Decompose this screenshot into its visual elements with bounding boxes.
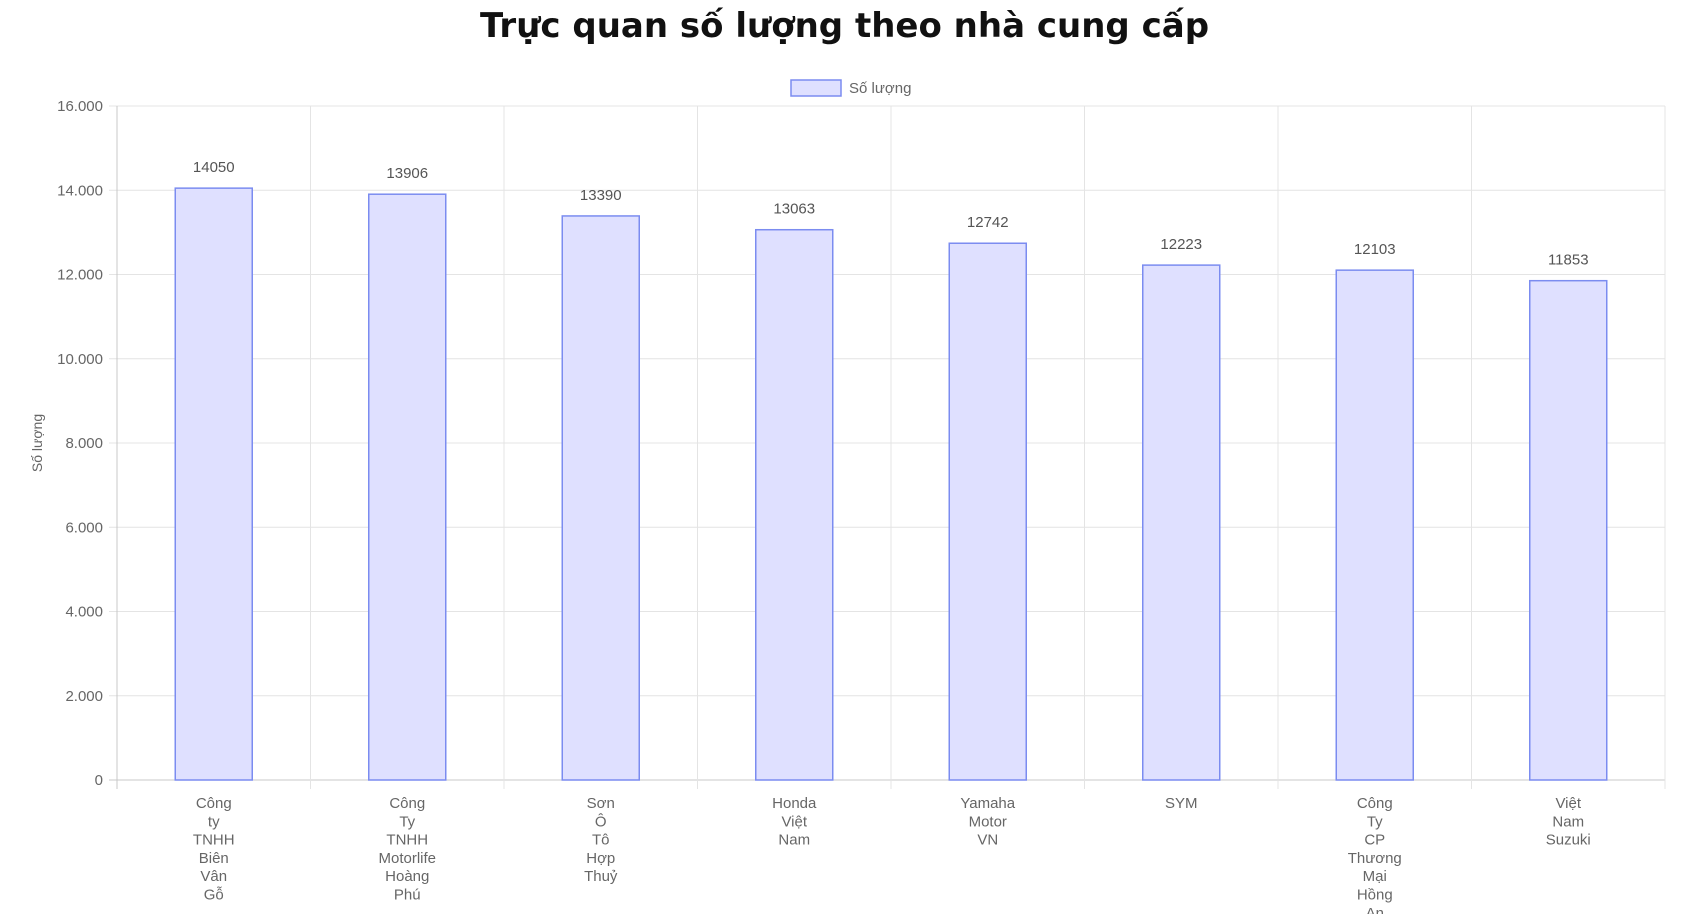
bar-value-label: 14050 xyxy=(193,159,235,176)
y-tick-label: 6.000 xyxy=(65,519,103,536)
x-tick-label: Công ty TNHH Biên Vân Gỗ xyxy=(193,795,235,904)
bar[interactable] xyxy=(174,187,253,781)
bar-value-label: 11853 xyxy=(1548,252,1589,269)
axes: 0 2.000 4.000 6.000 8.000 10.000 12.000 14.000 1… xyxy=(29,98,1591,914)
bar-value-label: 13390 xyxy=(580,187,622,204)
bar[interactable] xyxy=(1335,269,1414,781)
bar[interactable] xyxy=(1529,279,1608,781)
bar-value-label: 12223 xyxy=(1160,236,1202,253)
x-tick-label: Honda Việt Nam xyxy=(772,795,817,849)
bar[interactable] xyxy=(948,242,1027,781)
legend-label[interactable]: Số lượng xyxy=(849,80,911,97)
x-tick-label: Sơn Ô Tô Hợp Thuỷ xyxy=(584,795,618,885)
chart-title: Trực quan số lượng theo nhà cung cấp xyxy=(479,6,1210,46)
bar[interactable] xyxy=(1142,264,1221,781)
bar-value-label: 13063 xyxy=(773,201,815,218)
x-tick-label: Yamaha Motor VN xyxy=(960,795,1015,849)
grid-lines xyxy=(109,105,1666,789)
y-tick-label: 14.000 xyxy=(57,182,103,199)
bar-value-label: 13906 xyxy=(386,165,428,182)
legend[interactable]: Số lượng xyxy=(790,79,911,97)
y-axis-title: Số lượng xyxy=(29,414,45,472)
y-tick-label: 16.000 xyxy=(57,98,103,115)
bar[interactable] xyxy=(561,215,640,781)
y-tick-label: 10.000 xyxy=(57,351,103,368)
bars xyxy=(174,187,1608,781)
legend-swatch[interactable] xyxy=(790,79,842,97)
y-tick-label: 4.000 xyxy=(65,604,103,621)
data-labels: 14050 13906 13390 13063 12742 12223 12103 11853 xyxy=(193,159,1589,269)
x-tick-label: Công Ty TNHH Motorlife Hoàng Phú xyxy=(378,795,436,904)
bar-value-label: 12103 xyxy=(1354,241,1396,258)
bar[interactable] xyxy=(368,193,447,781)
bar-value-label: 12742 xyxy=(967,214,1009,231)
y-tick-label: 2.000 xyxy=(65,688,103,705)
y-tick-label: 0 xyxy=(95,772,103,789)
y-tick-label: 12.000 xyxy=(57,267,103,284)
x-tick-label: SYM xyxy=(1165,795,1198,812)
bar[interactable] xyxy=(755,228,834,781)
x-tick-label: Việt Nam Suzuki xyxy=(1546,795,1591,849)
x-tick-label: Công Ty CP Thương Mại Hồng An xyxy=(1348,795,1402,914)
y-tick-label: 8.000 xyxy=(65,435,103,452)
